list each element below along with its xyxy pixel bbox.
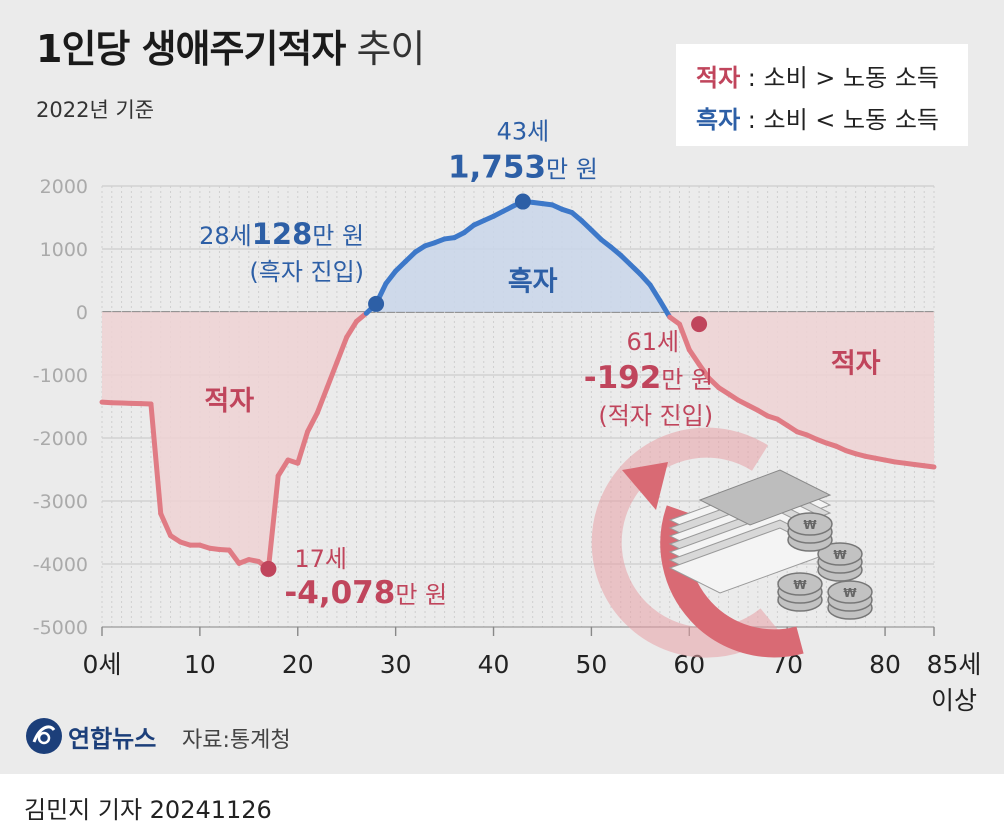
point-note-label: (흑자 진입) — [249, 258, 364, 286]
y-tick-label: -2000 — [33, 428, 88, 450]
deficit-area — [666, 312, 934, 467]
legend-deficit: 적자 : 소비 > 노동 소득 — [696, 58, 939, 93]
point-value-label: 28세128만 원 — [199, 217, 364, 251]
y-tick-label: 2000 — [40, 176, 88, 198]
series-line-segment — [696, 361, 712, 381]
deficit-area — [102, 312, 368, 569]
series-line-segment — [383, 268, 399, 287]
y-tick-label: -1000 — [33, 365, 88, 387]
series-line-segment — [148, 401, 164, 517]
legend-surplus: 흑자 : 소비 < 노동 소득 — [696, 100, 939, 135]
legend-box: 적자 : 소비 > 노동 소득 흑자 : 소비 < 노동 소득 — [676, 44, 968, 146]
series-line-segment — [334, 334, 350, 365]
legend-surplus-key: 흑자 — [696, 106, 741, 134]
series-line-segment — [275, 457, 291, 479]
x-tick-label: 50 — [576, 650, 608, 679]
y-tick-label: -3000 — [33, 491, 88, 513]
money-cycle-illustration: ₩ ₩ ₩ ₩ — [591, 427, 873, 658]
region-label: 적자 — [831, 348, 881, 379]
series-line-segment — [686, 347, 702, 367]
source-text: 자료:통계청 — [182, 728, 291, 753]
point-note-label: (적자 진입) — [598, 402, 713, 430]
x-tick-label-sub: 이상 — [931, 686, 977, 715]
banknote-top-icon — [698, 469, 832, 526]
series-line-segment — [657, 298, 673, 320]
logo-text: 연합뉴스 — [68, 725, 157, 753]
won-symbol-icon: ₩ — [793, 578, 807, 592]
series-line-segment — [677, 321, 692, 353]
point-age-label: 43세 — [497, 118, 550, 146]
y-tick-label: 1000 — [40, 239, 88, 261]
region-label: 적자 — [204, 386, 254, 417]
x-tick-label: 30 — [380, 650, 412, 679]
surplus-area — [367, 201, 667, 312]
series-line-segment — [158, 511, 174, 539]
title-light: 추이 — [356, 27, 425, 71]
page-title: 1인당 생애주기적자 추이 — [36, 18, 425, 73]
series-line-segment — [921, 463, 937, 470]
won-symbol-icon: ₩ — [803, 518, 817, 532]
legend-deficit-desc: : 소비 > 노동 소득 — [740, 64, 939, 92]
series-line-segment — [324, 359, 340, 391]
reporter-credit: 김민지 기자 20241126 — [24, 796, 272, 824]
coin-icon — [787, 512, 833, 536]
data-point-marker — [368, 295, 385, 312]
x-tick-label: 20 — [282, 650, 314, 679]
x-tick-label: 80 — [869, 650, 901, 679]
point-value-label: 1,753만 원 — [448, 150, 598, 186]
point-age-label: 17세 — [294, 545, 347, 573]
point-value-label: -192만 원 — [584, 360, 713, 396]
region-label: 흑자 — [508, 267, 558, 298]
data-point-marker — [514, 193, 531, 210]
coin-icon — [777, 572, 823, 596]
y-tick-label: -5000 — [33, 617, 88, 639]
yonhap-logo-icon — [26, 718, 62, 754]
x-tick-label: 0세 — [83, 650, 122, 679]
x-tick-label: 85세 — [927, 650, 982, 679]
series-line-segment — [295, 429, 311, 466]
title-bold: 1인당 생애주기적자 — [36, 27, 346, 71]
y-tick-label: 0 — [76, 302, 88, 324]
series-line-segment — [647, 282, 663, 304]
series-line-segment — [314, 385, 330, 416]
data-point-marker — [260, 560, 277, 577]
legend-surplus-desc: : 소비 < 노동 소득 — [740, 106, 939, 134]
y-tick-label: -4000 — [33, 554, 88, 576]
point-value-label: -4,078만 원 — [284, 575, 447, 611]
cycle-arrow-icon — [660, 505, 804, 658]
series-line-segment — [226, 547, 242, 566]
legend-deficit-key: 적자 — [696, 64, 741, 92]
series-line-segment — [305, 410, 320, 435]
footer-bar — [0, 774, 1004, 838]
x-tick-label: 40 — [478, 650, 510, 679]
series-line-segment — [344, 318, 359, 340]
coin-icon — [827, 580, 873, 604]
x-tick-label: 10 — [184, 650, 216, 679]
series-line-segment — [265, 473, 281, 572]
data-point-marker — [691, 316, 708, 333]
cycle-arrow-back-icon — [591, 427, 780, 658]
point-age-label: 61세 — [626, 328, 679, 356]
won-symbol-icon: ₩ — [833, 548, 847, 562]
cycle-arrowhead-icon — [622, 462, 668, 510]
won-symbol-icon: ₩ — [843, 586, 857, 600]
subtitle: 2022년 기준 — [36, 98, 155, 122]
coin-icon — [817, 542, 863, 566]
